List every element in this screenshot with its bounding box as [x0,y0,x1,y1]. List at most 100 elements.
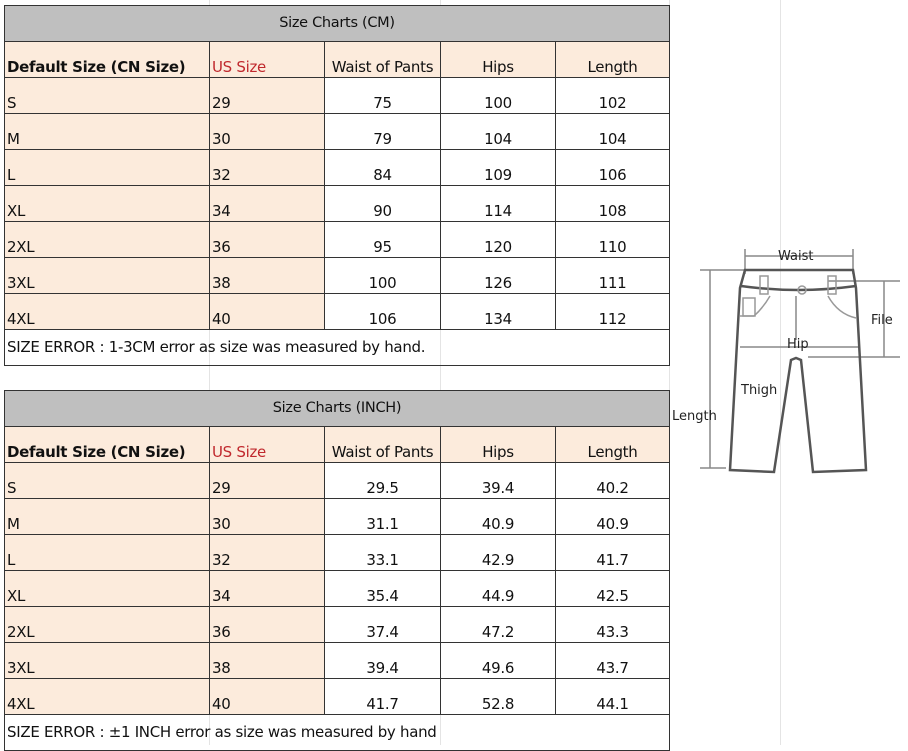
table-cell: 40.9 [440,498,556,535]
table-cell: L [4,149,210,186]
table-cell: M [4,498,210,535]
table-row: XL 34 90 114 108 [4,185,670,222]
table-cell: 35.4 [324,570,441,607]
table-cell: 40.9 [554,498,671,535]
table-cell: 104 [440,113,556,150]
table-cell: 39.4 [440,462,556,499]
table-cell: 100 [324,257,441,294]
table-cell: 42.5 [554,570,671,607]
table-cell: 112 [555,293,670,330]
column-header: Length [555,41,670,78]
column-header: Default Size (CN Size) [4,426,210,463]
table-cell: 79 [324,113,441,150]
table-cell: 40.2 [554,462,671,499]
sheet-gridline [440,0,441,745]
table-row: 4XL 40 106 134 112 [4,293,670,330]
size-error-note: SIZE ERROR : 1-3CM error as size was mea… [4,329,670,366]
column-header: Hips [440,426,556,463]
table-cell: 111 [555,257,670,294]
table-cell: 102 [555,77,670,114]
column-header: Waist of Pants [324,41,441,78]
table-cell: 75 [324,77,441,114]
table-row: 2XL 36 37.4 47.2 43.3 [4,606,671,643]
table-row: 4XL 40 41.7 52.8 44.1 [4,678,671,715]
table-cell: 52.8 [440,678,556,715]
chart-title-row: Size Charts (CM) [4,5,670,42]
table-cell: 30 [209,113,325,150]
table-cell: 40 [209,293,325,330]
table-cell: 106 [555,149,670,186]
table-cell: 40 [209,678,325,715]
chart-title: Size Charts (CM) [4,5,670,42]
table-cell: 114 [440,185,556,222]
column-header: US Size [209,426,325,463]
table-row: XL 34 35.4 44.9 42.5 [4,570,671,607]
table-cell: 31.1 [324,498,441,535]
table-cell: L [4,534,210,571]
table-cell: 32 [209,149,325,186]
table-cell: 126 [440,257,556,294]
table-cell: 41.7 [554,534,671,571]
table-cell: 4XL [4,678,210,715]
table-cell: 44.1 [554,678,671,715]
table-cell: 37.4 [324,606,441,643]
file-label: File [871,313,893,328]
chart-title-row: Size Charts (INCH) [3,390,671,427]
table-row: L 32 84 109 106 [4,149,670,186]
pants-measurement-diagram: Waist File Hip Thigh Length [672,249,900,474]
table-cell: 47.2 [440,606,556,643]
table-cell: 29 [209,77,325,114]
sheet-gridline [209,0,210,745]
table-cell: 32 [209,534,325,571]
length-label: Length [672,409,717,424]
size-chart-cm: Size Charts (CM) Default Size (CN Size) US… [4,5,670,366]
table-cell: 36 [209,606,325,643]
table-cell: 38 [209,642,325,679]
table-cell: 33.1 [324,534,441,571]
chart-title: Size Charts (INCH) [3,390,671,427]
table-cell: 42.9 [440,534,556,571]
column-header: Default Size (CN Size) [4,41,210,78]
table-row: 3XL 38 100 126 111 [4,257,670,294]
size-error-row: SIZE ERROR : ±1 INCH error as size was m… [3,714,671,751]
table-cell: 90 [324,185,441,222]
table-cell: 109 [440,149,556,186]
table-cell: 120 [440,221,556,258]
size-error-note: SIZE ERROR : ±1 INCH error as size was m… [3,714,671,751]
table-cell: XL [4,185,210,222]
table-cell: M [4,113,210,150]
table-cell: 95 [324,221,441,258]
table-cell: 39.4 [324,642,441,679]
sheet-gridline [669,0,670,745]
table-row: 3XL 38 39.4 49.6 43.7 [4,642,671,679]
table-cell: 49.6 [440,642,556,679]
header-row: Default Size (CN Size) US Size Waist of Pa… [4,41,670,78]
table-cell: 30 [209,498,325,535]
table-cell: 134 [440,293,556,330]
table-cell: 2XL [4,221,210,258]
table-cell: 110 [555,221,670,258]
hip-label: Hip [787,337,809,352]
table-cell: 3XL [4,642,210,679]
table-cell: 34 [209,570,325,607]
table-cell: 3XL [4,257,210,294]
size-chart-inch: Size Charts (INCH) Default Size (CN Size)… [3,390,671,751]
table-cell: 29.5 [324,462,441,499]
table-cell: 106 [324,293,441,330]
table-cell: 41.7 [324,678,441,715]
table-cell: 29 [209,462,325,499]
table-cell: 38 [209,257,325,294]
table-cell: S [4,77,210,114]
column-header: US Size [209,41,325,78]
table-row: S 29 75 100 102 [4,77,670,114]
table-cell: 104 [555,113,670,150]
table-row: M 30 31.1 40.9 40.9 [4,498,671,535]
waist-label: Waist [778,249,813,264]
table-cell: 43.3 [554,606,671,643]
column-header: Waist of Pants [324,426,441,463]
table-row: 2XL 36 95 120 110 [4,221,670,258]
table-cell: 84 [324,149,441,186]
table-cell: 108 [555,185,670,222]
table-cell: 44.9 [440,570,556,607]
table-cell: 100 [440,77,556,114]
